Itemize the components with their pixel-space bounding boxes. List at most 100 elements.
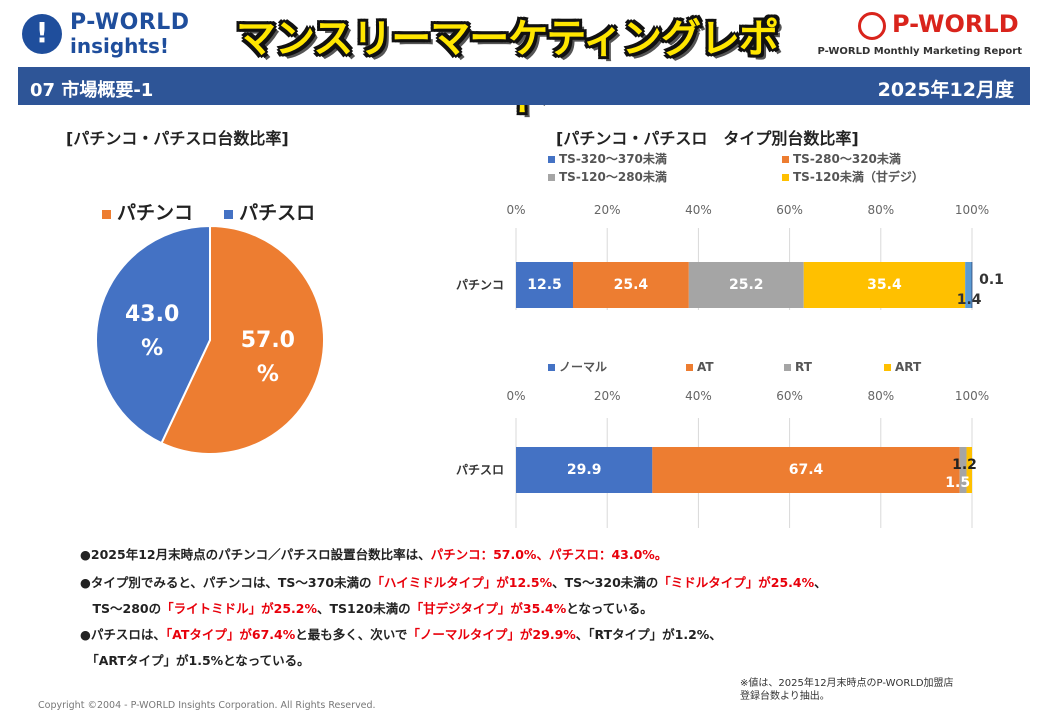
legend-label-1-2: RT — [795, 360, 813, 374]
pie-slice-unit-1: % — [141, 336, 163, 361]
report-period: 2025年12月度 — [877, 79, 1014, 101]
body-text: となっている。 — [566, 601, 653, 616]
pie-slice-label-0: 57.0 — [241, 328, 295, 353]
legend-swatch-1-2 — [784, 364, 791, 371]
xtick-1-3: 60% — [776, 389, 803, 403]
legend-swatch-0-3 — [782, 174, 789, 181]
logo-pworld-text: P-WORLD — [892, 10, 1019, 38]
body-text: ●2025年12月末時点のパチンコ／パチスロ設置台数比率は、 — [80, 547, 431, 562]
legend-swatch-0-2 — [548, 174, 555, 181]
body-text: ●パチスロは、 — [80, 627, 166, 642]
pie-slice-0 — [160, 224, 325, 455]
pie-chart: 57.0% 43.0% — [95, 224, 325, 455]
data-label-1-1: 67.4 — [789, 462, 824, 478]
summary-line-3: ●パチスロは、「ATタイプ」が67.4%と最も多く、次いで「ノーマルタイプ」が2… — [80, 624, 722, 643]
bar-segment-0-5 — [971, 262, 973, 308]
xtick-0-0: 0% — [506, 203, 525, 217]
xtick-1-2: 40% — [685, 389, 712, 403]
logo-pworld: P-WORLD — [858, 10, 1028, 46]
legend-swatch-0-0 — [548, 156, 555, 163]
legend-swatch-1-1 — [686, 364, 693, 371]
legend-swatch-0-1 — [782, 156, 789, 163]
body-text: 、TS120未満の — [317, 601, 411, 616]
legend-label-0-1: TS-280～320未満 — [793, 151, 901, 166]
logo-insights: ! P-WORLD insights! — [22, 10, 212, 60]
copyright: Copyright ©2004 - P-WORLD Insights Corpo… — [38, 700, 376, 711]
pie-legend: パチンコ パチスロ — [102, 198, 315, 225]
data-label-0-5: 0.1 — [979, 272, 1004, 288]
legend-swatch-pachinko — [102, 210, 111, 219]
bar-segment-0-1 — [573, 262, 689, 308]
logo-text-line2: insights! — [70, 34, 169, 58]
pie-slice-1 — [95, 224, 211, 445]
data-label-0-0: 12.5 — [527, 277, 562, 293]
data-label-0-4: 1.4 — [957, 292, 982, 308]
section-banner: 07 市場概要-1 2025年12月度 — [18, 67, 1030, 105]
pie-chart-title: [パチンコ・パチスロ台数比率] — [66, 129, 289, 148]
body-text: 、「RTタイプ」が1.2%、 — [575, 627, 722, 642]
highlight-text: 「ミドルタイプ」が25.4% — [658, 575, 815, 590]
pworld-globe-icon — [858, 12, 886, 40]
body-text: ●タイプ別でみると、パチンコは、TS～370未満の — [80, 575, 372, 590]
summary-line-4: 「ARTタイプ」が1.5%となっている。 — [80, 650, 310, 669]
type-ratio-chart: TS-320～370未満 TS-280～320未満 TS-120～280未満 TS-1… — [456, 151, 1004, 528]
bar-chart-title: [パチンコ・パチスロ タイプ別台数比率] — [556, 129, 859, 148]
pie-slice-unit-0: % — [257, 362, 279, 387]
summary-line-0: ●2025年12月末時点のパチンコ／パチスロ設置台数比率は、パチンコ：57.0%… — [80, 544, 667, 563]
highlight-text: 「ATタイプ」が67.4% — [165, 627, 296, 642]
data-label-1-3: 1.2 — [952, 457, 977, 473]
xtick-0-3: 60% — [776, 203, 803, 217]
xtick-0-4: 80% — [867, 203, 894, 217]
highlight-text: 「甘デジタイプ」が35.4% — [410, 601, 567, 616]
bar-segment-0-0 — [516, 262, 573, 308]
xtick-1-1: 20% — [594, 389, 621, 403]
body-text: 「ARTタイプ」が1.5%となっている。 — [80, 653, 310, 668]
data-label-1-2: 1.5 — [945, 475, 970, 491]
body-text: 、 — [814, 575, 827, 590]
bar-segment-1-0 — [516, 447, 653, 493]
bar-segment-0-4 — [965, 262, 972, 308]
logo-text-line1: P-WORLD — [70, 10, 190, 35]
data-label-0-3: 35.4 — [867, 277, 902, 293]
pie-slice-label-1: 43.0 — [125, 302, 179, 327]
legend-label-pachislot: パチスロ — [239, 202, 316, 224]
legend-label-1-3: ART — [895, 360, 922, 374]
highlight-text: 「ノーマルタイプ」が29.9% — [407, 627, 576, 642]
data-note: ※値は、2025年12月末時点のP-WORLD加盟店 登録台数より抽出。 — [740, 677, 954, 703]
xtick-1-5: 100% — [955, 389, 989, 403]
legend-label-pachinko: パチンコ — [117, 202, 194, 224]
legend-label-0-0: TS-320～370未満 — [559, 151, 667, 166]
xtick-0-5: 100% — [955, 203, 989, 217]
category-label-0: パチンコ — [456, 278, 504, 292]
highlight-text: 「ライトミドル」が25.2% — [161, 601, 317, 616]
bar-segment-0-3 — [803, 262, 966, 308]
data-label-0-2: 25.2 — [729, 277, 764, 293]
xtick-0-1: 20% — [594, 203, 621, 217]
body-text: TS～280の — [80, 601, 162, 616]
legend-swatch-1-0 — [548, 364, 555, 371]
bar-segment-1-1 — [652, 447, 960, 493]
section-label: 07 市場概要-1 — [30, 80, 154, 101]
report-subtitle: P-WORLD Monthly Marketing Report — [817, 46, 1023, 57]
legend-label-1-1: AT — [697, 360, 714, 374]
bar-segment-1-2 — [959, 447, 967, 493]
speech-bubble-icon: ! — [22, 14, 62, 54]
xtick-1-4: 80% — [867, 389, 894, 403]
legend-label-0-3: TS-120未満（甘デジ） — [793, 169, 924, 184]
highlight-text: 「ハイミドルタイプ」が12.5% — [371, 575, 553, 590]
bar-segment-0-2 — [688, 262, 804, 308]
legend-label-1-0: ノーマル — [559, 360, 607, 374]
summary-line-2: TS～280の「ライトミドル」が25.2%、TS120未満の「甘デジタイプ」が3… — [80, 598, 653, 617]
page-title: マンスリーマーケティングレポート — [236, 16, 779, 120]
legend-swatch-1-3 — [884, 364, 891, 371]
legend-swatch-pachislot — [224, 210, 234, 219]
note-line2: 登録台数より抽出。 — [740, 691, 830, 702]
highlight-text: パチンコ：57.0%、パチスロ：43.0%。 — [430, 547, 668, 562]
data-label-0-1: 25.4 — [614, 277, 649, 293]
legend-label-0-2: TS-120～280未満 — [559, 169, 667, 184]
xtick-0-2: 40% — [685, 203, 712, 217]
body-text: と最も多く、次いで — [295, 627, 408, 642]
body-text: 、TS～320未満の — [552, 575, 659, 590]
data-label-1-0: 29.9 — [567, 462, 602, 478]
summary-line-1: ●タイプ別でみると、パチンコは、TS～370未満の「ハイミドルタイプ」が12.5… — [80, 572, 827, 591]
